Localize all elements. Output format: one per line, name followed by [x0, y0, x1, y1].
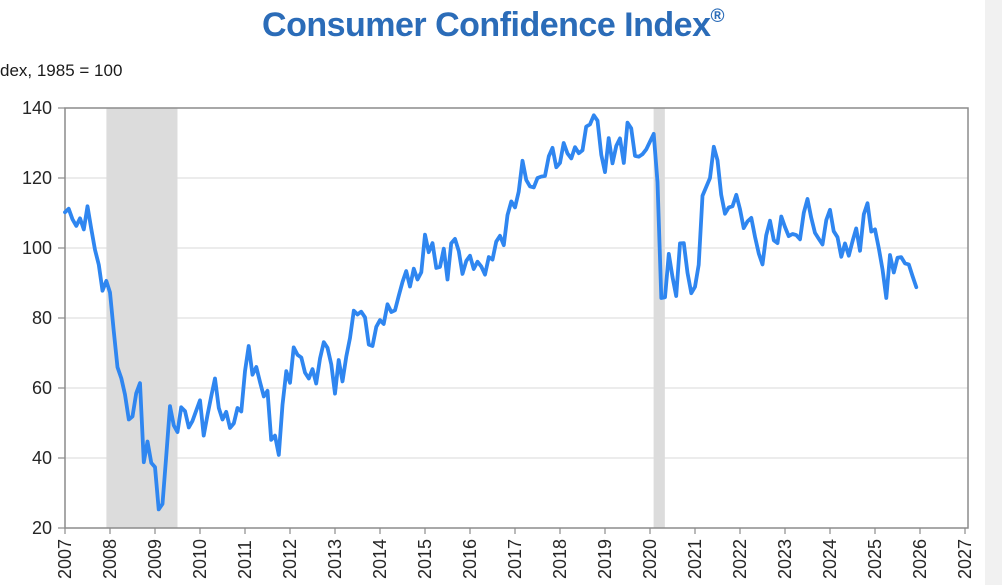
x-tick-label: 2025	[865, 539, 885, 579]
x-tick-label: 2016	[460, 539, 480, 579]
y-tick-label: 100	[22, 238, 52, 258]
x-tick-label: 2012	[280, 539, 300, 579]
x-tick-label: 2017	[505, 539, 525, 579]
x-tick-label: 2024	[820, 539, 840, 579]
chart-title: Consumer Confidence Index®	[0, 6, 986, 45]
page-edge-strip	[985, 0, 1002, 585]
y-tick-label: 120	[22, 168, 52, 188]
y-tick-label: 20	[32, 518, 52, 538]
x-tick-label: 2018	[550, 539, 570, 579]
x-tick-label: 2014	[370, 539, 390, 579]
y-tick-label: 40	[32, 448, 52, 468]
x-tick-label: 2026	[910, 539, 930, 579]
x-tick-label: 2009	[145, 539, 165, 579]
cci-line	[63, 113, 919, 512]
x-tick-label: 2013	[325, 539, 345, 579]
registered-mark-icon: ®	[710, 6, 724, 27]
axis-caption: dex, 1985 = 100	[0, 61, 123, 80]
y-tick-label: 80	[32, 308, 52, 328]
x-tick-label: 2022	[730, 539, 750, 579]
x-tick-label: 2007	[55, 539, 75, 579]
x-tick-label: 2027	[955, 539, 975, 579]
y-tick-label: 140	[22, 98, 52, 118]
x-tick-label: 2023	[775, 539, 795, 579]
x-tick-label: 2011	[235, 540, 255, 579]
y-tick-label: 60	[32, 378, 52, 398]
recession-band	[653, 108, 665, 528]
chart-title-text: Consumer Confidence Index	[262, 6, 711, 44]
x-tick-label: 2010	[190, 539, 210, 579]
x-tick-label: 2015	[415, 539, 435, 579]
x-tick-label: 2020	[640, 539, 660, 579]
x-tick-label: 2008	[100, 539, 120, 579]
x-tick-label: 2019	[595, 539, 615, 579]
x-tick-label: 2021	[685, 539, 705, 579]
